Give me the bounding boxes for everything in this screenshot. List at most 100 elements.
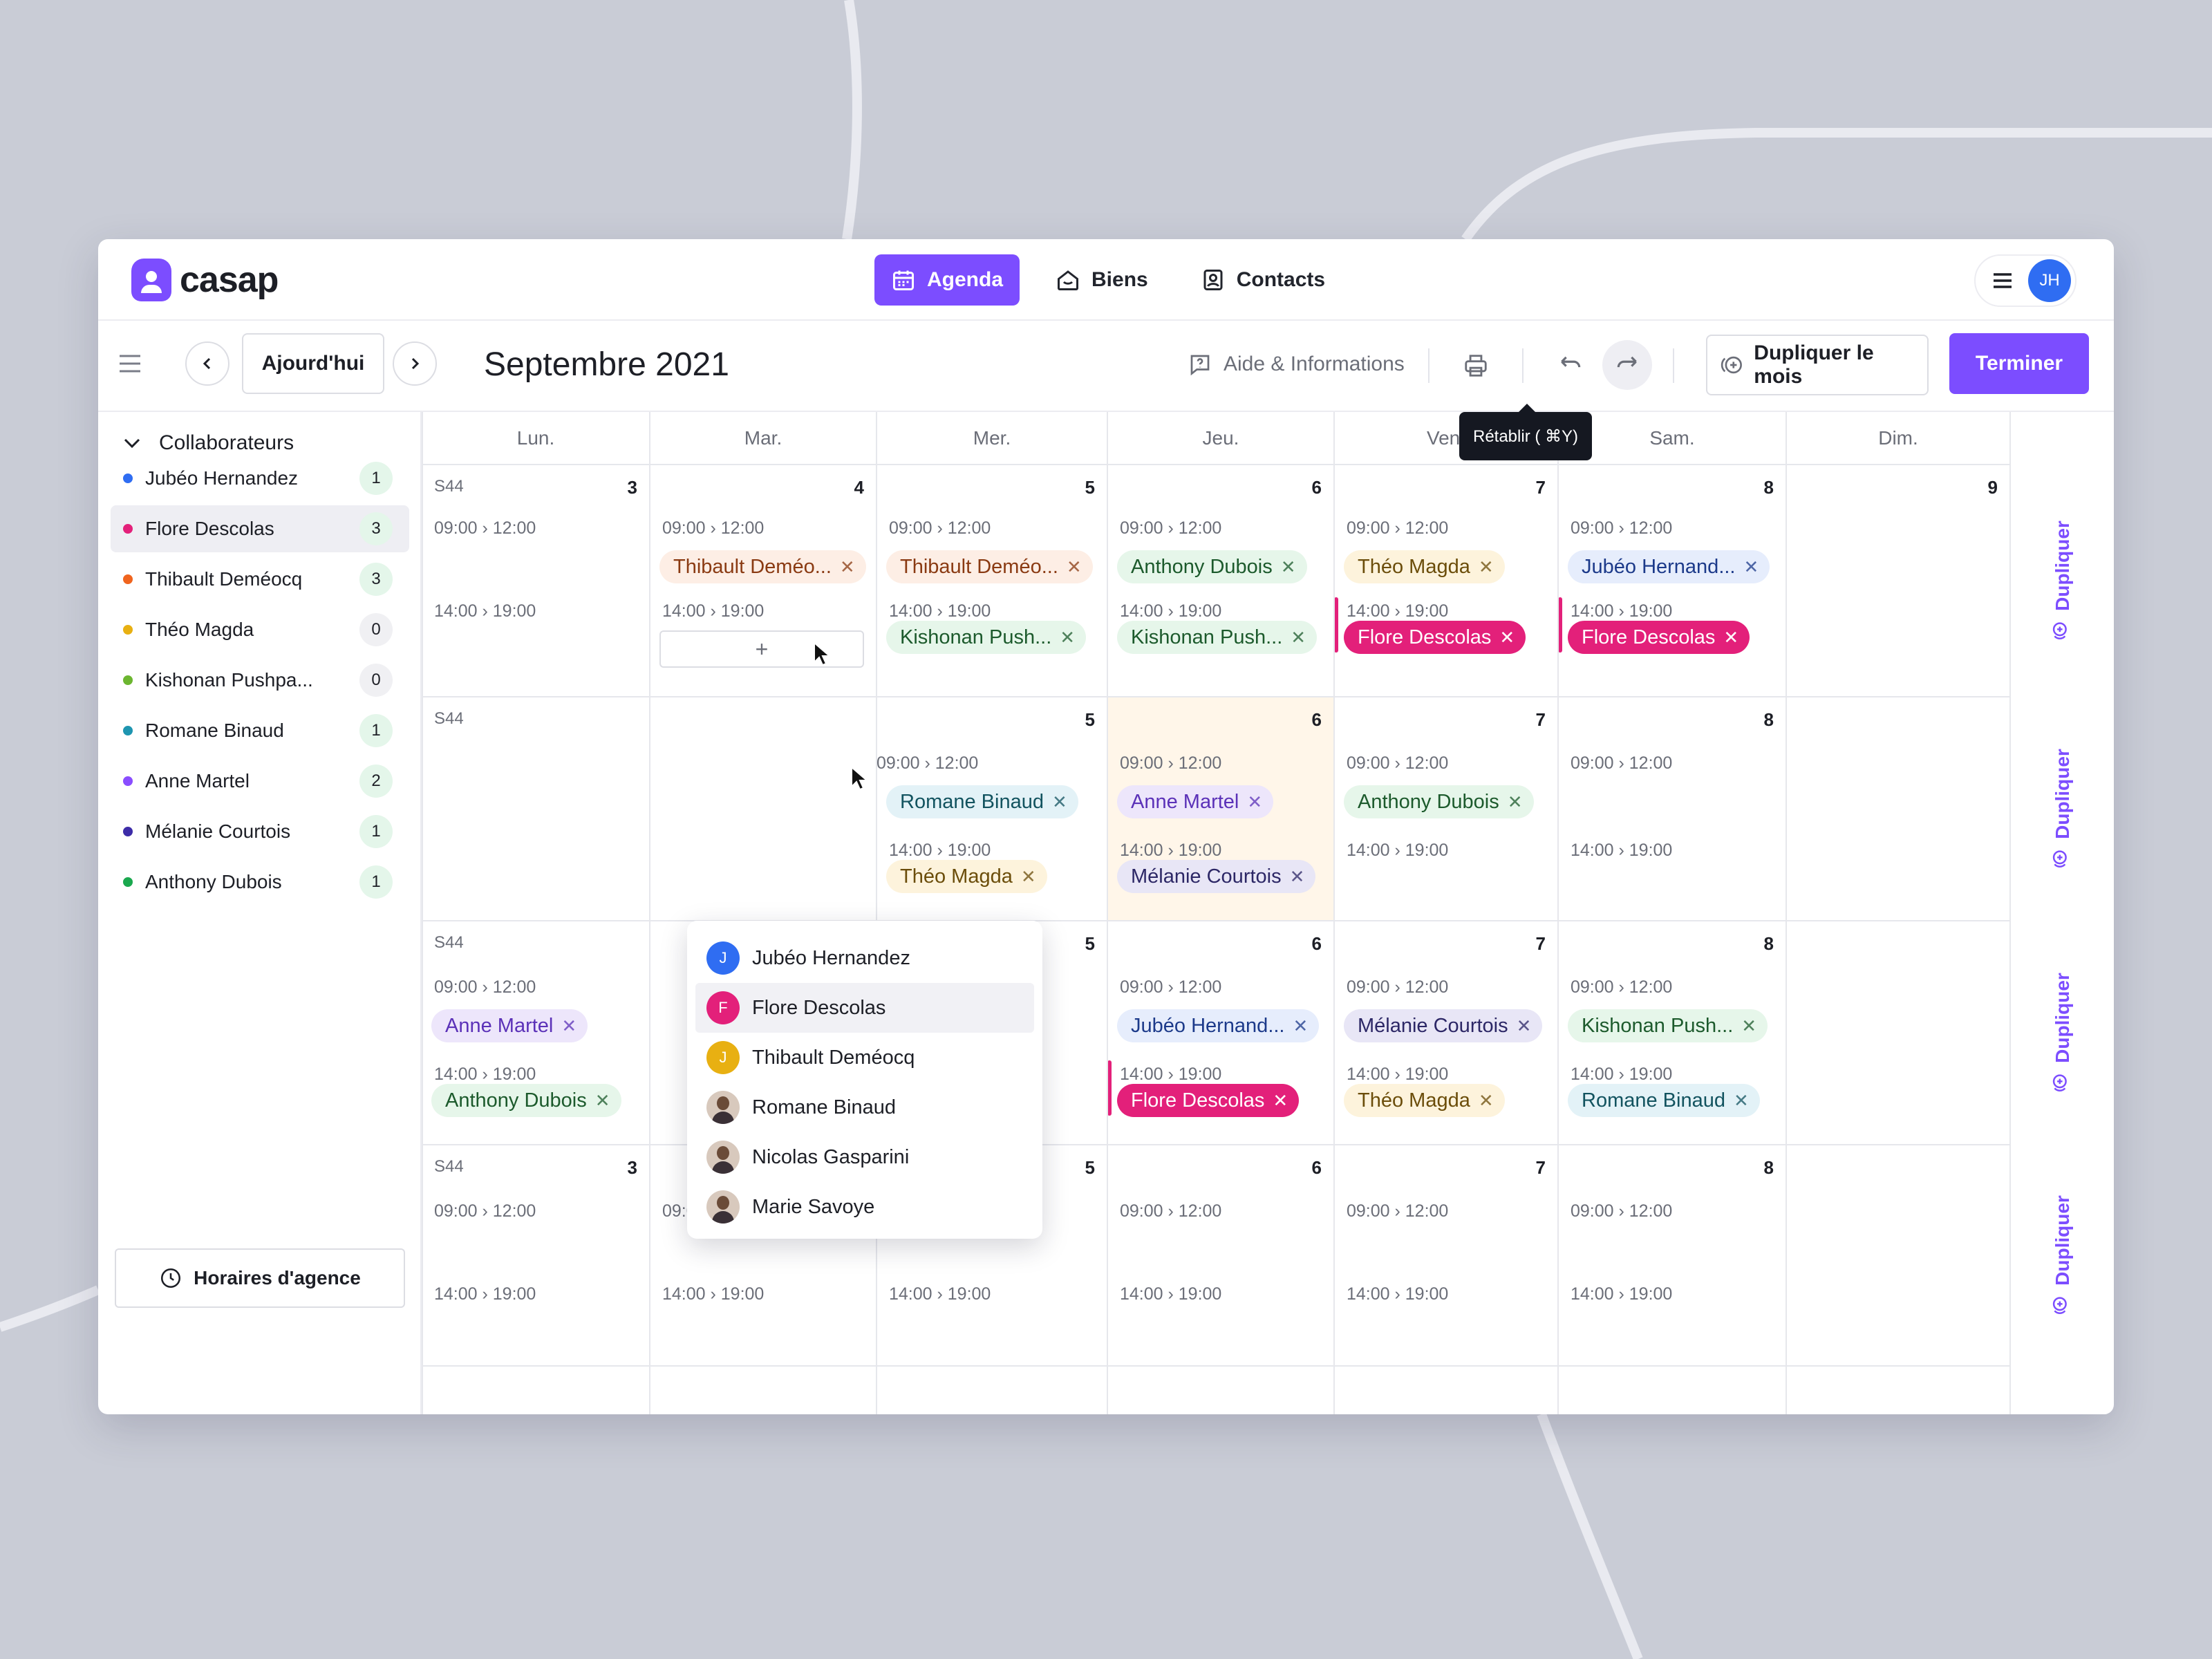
sidebar-collaborator[interactable]: Anne Martel 2 bbox=[111, 758, 409, 805]
day-cell[interactable] bbox=[650, 697, 877, 921]
assignment-chip[interactable]: Kishonan Push... ✕ bbox=[1568, 1009, 1768, 1042]
assignment-chip[interactable]: Romane Binaud ✕ bbox=[886, 785, 1078, 818]
day-cell[interactable]: 7 09:00 › 12:00 14:00 › 19:00 Anthony Duboi… bbox=[1334, 697, 1558, 921]
dropdown-option[interactable]: Nicolas Gasparini bbox=[695, 1132, 1034, 1182]
duplicate-week-button[interactable]: Dupliquer bbox=[2010, 697, 2114, 921]
duplicate-week-button[interactable]: Dupliquer bbox=[2010, 921, 2114, 1145]
finish-button[interactable]: Terminer bbox=[1949, 333, 2089, 394]
assignment-chip[interactable]: Romane Binaud ✕ bbox=[1568, 1084, 1760, 1117]
remove-icon[interactable]: ✕ bbox=[1060, 626, 1076, 648]
assignment-chip[interactable]: Anne Martel ✕ bbox=[1117, 785, 1274, 818]
next-month-button[interactable] bbox=[393, 341, 437, 386]
dropdown-option[interactable]: Romane Binaud bbox=[695, 1082, 1034, 1132]
remove-icon[interactable]: ✕ bbox=[1516, 1015, 1532, 1036]
day-cell[interactable]: 6 09:00 › 12:00 14:00 › 19:00 Anne Martel ✕ M… bbox=[1107, 697, 1334, 921]
remove-icon[interactable]: ✕ bbox=[1723, 626, 1739, 648]
hamburger-icon[interactable] bbox=[1992, 272, 2013, 289]
remove-icon[interactable]: ✕ bbox=[1293, 1015, 1309, 1036]
sidebar-collaborator[interactable]: Thibault Deméocq 3 bbox=[111, 556, 409, 603]
assignment-chip[interactable]: Flore Descolas ✕ bbox=[1568, 621, 1750, 654]
undo-button[interactable] bbox=[1551, 346, 1590, 384]
sidebar-toggle[interactable] bbox=[116, 350, 144, 377]
day-cell[interactable]: 9 bbox=[1786, 465, 2010, 697]
sidebar-collaborator[interactable]: Kishonan Pushpa... 0 bbox=[111, 657, 409, 704]
remove-icon[interactable]: ✕ bbox=[1020, 865, 1036, 887]
day-cell[interactable] bbox=[1786, 1145, 2010, 1366]
day-cell[interactable]: 7 09:00 › 12:00 14:00 › 19:00 bbox=[1334, 1145, 1558, 1366]
sidebar-collaborator[interactable]: Jubéo Hernandez 1 bbox=[111, 455, 409, 502]
dropdown-option[interactable]: J Thibault Deméocq bbox=[695, 1033, 1034, 1082]
remove-icon[interactable]: ✕ bbox=[1733, 1089, 1749, 1111]
remove-icon[interactable]: ✕ bbox=[1741, 1015, 1757, 1036]
dropdown-option[interactable]: Marie Savoye bbox=[695, 1182, 1034, 1232]
day-cell[interactable]: 7 09:00 › 12:00 14:00 › 19:00 Théo Magda ✕ Fl… bbox=[1334, 465, 1558, 697]
duplicate-week-button[interactable]: Dupliquer bbox=[2010, 1145, 2114, 1366]
nav-biens[interactable]: Biens bbox=[1039, 254, 1165, 306]
logo[interactable]: casap bbox=[131, 259, 279, 301]
remove-icon[interactable]: ✕ bbox=[1499, 626, 1515, 648]
remove-icon[interactable]: ✕ bbox=[1478, 1089, 1494, 1111]
assignment-chip[interactable]: Jubéo Hernand... ✕ bbox=[1568, 550, 1770, 583]
assignment-chip[interactable]: Théo Magda ✕ bbox=[1344, 1084, 1505, 1117]
avatar[interactable]: JH bbox=[2028, 259, 2071, 302]
nav-contacts[interactable]: Contacts bbox=[1184, 254, 1342, 306]
remove-icon[interactable]: ✕ bbox=[1289, 865, 1305, 887]
day-cell[interactable]: 5 bbox=[877, 921, 1107, 1145]
day-cell[interactable]: S44 3 09:00 › 12:00 14:00 › 19:00 bbox=[422, 1145, 650, 1366]
assignment-chip[interactable]: Kishonan Push... ✕ bbox=[1117, 621, 1318, 654]
assignment-chip[interactable]: Thibault Deméo... ✕ bbox=[659, 550, 866, 583]
sidebar-collaborator[interactable]: Mélanie Courtois 1 bbox=[111, 808, 409, 855]
sidebar-collaborator[interactable]: Théo Magda 0 bbox=[111, 606, 409, 653]
collaborators-header[interactable]: Collaborateurs bbox=[123, 431, 294, 455]
remove-icon[interactable]: ✕ bbox=[561, 1015, 577, 1036]
dropdown-option[interactable]: F Flore Descolas bbox=[695, 983, 1034, 1033]
help-link[interactable]: Aide & Informations bbox=[1188, 346, 1405, 383]
day-cell[interactable]: 8 09:00 › 12:00 14:00 › 19:00 bbox=[1558, 697, 1786, 921]
assignment-chip[interactable]: Mélanie Courtois ✕ bbox=[1344, 1009, 1543, 1042]
assignment-chip[interactable]: Anthony Dubois ✕ bbox=[1344, 785, 1534, 818]
day-cell[interactable]: 8 09:00 › 12:00 14:00 › 19:00 bbox=[1558, 1145, 1786, 1366]
day-cell[interactable]: 6 09:00 › 12:00 14:00 › 19:00 bbox=[1107, 1145, 1334, 1366]
assignment-chip[interactable]: Flore Descolas ✕ bbox=[1117, 1084, 1300, 1117]
user-menu[interactable]: JH bbox=[1974, 254, 2077, 307]
day-cell[interactable]: S44 3 09:00 › 12:00 14:00 › 19:00 bbox=[422, 465, 650, 697]
assignment-chip[interactable]: Anthony Dubois ✕ bbox=[1117, 550, 1307, 583]
day-cell[interactable]: 8 09:00 › 12:00 14:00 › 19:00 Jubéo Hernand… bbox=[1558, 465, 1786, 697]
assignment-chip[interactable]: Jubéo Hernand... ✕ bbox=[1117, 1009, 1320, 1042]
day-cell[interactable]: 8 09:00 › 12:00 14:00 › 19:00 Kishonan Push… bbox=[1558, 921, 1786, 1145]
assignment-chip[interactable]: Anthony Dubois ✕ bbox=[431, 1084, 621, 1117]
day-cell[interactable]: 7 09:00 › 12:00 14:00 › 19:00 Mélanie Court… bbox=[1334, 921, 1558, 1145]
remove-icon[interactable]: ✕ bbox=[1247, 791, 1263, 812]
remove-icon[interactable]: ✕ bbox=[1051, 791, 1067, 812]
prev-month-button[interactable] bbox=[185, 341, 229, 386]
assignment-chip[interactable]: Flore Descolas ✕ bbox=[1344, 621, 1526, 654]
remove-icon[interactable]: ✕ bbox=[594, 1089, 610, 1111]
today-button[interactable]: Ajourd'hui bbox=[242, 333, 384, 394]
duplicate-week-button[interactable]: Dupliquer bbox=[2010, 465, 2114, 697]
assignment-chip[interactable]: Anne Martel ✕ bbox=[431, 1009, 588, 1042]
day-cell[interactable]: 4 09:00 › 12:00 14:00 › 19:00 Thibault Demé… bbox=[650, 465, 877, 697]
remove-icon[interactable]: ✕ bbox=[1273, 1089, 1288, 1111]
assignment-chip[interactable]: Thibault Deméo... ✕ bbox=[886, 550, 1093, 583]
agency-hours-button[interactable]: Horaires d'agence bbox=[115, 1248, 405, 1308]
day-cell[interactable]: 6 09:00 › 12:00 14:00 › 19:00 Jubéo Hernand… bbox=[1107, 921, 1334, 1145]
remove-icon[interactable]: ✕ bbox=[839, 556, 855, 577]
sidebar-collaborator[interactable]: Flore Descolas 3 bbox=[111, 505, 409, 552]
sidebar-collaborator[interactable]: Romane Binaud 1 bbox=[111, 707, 409, 754]
day-cell[interactable]: 5 09:00 › 12:00 14:00 › 19:00 Thibault Demé… bbox=[877, 465, 1107, 697]
assignment-chip[interactable]: Théo Magda ✕ bbox=[886, 860, 1047, 893]
day-cell[interactable]: 5 09:00 › 12:00 14:00 › 19:00 Romane Binaud… bbox=[877, 697, 1107, 921]
print-button[interactable] bbox=[1459, 348, 1493, 383]
nav-agenda[interactable]: Agenda bbox=[874, 254, 1020, 306]
remove-icon[interactable]: ✕ bbox=[1478, 556, 1494, 577]
day-cell[interactable]: 6 09:00 › 12:00 14:00 › 19:00 Anthony Duboi… bbox=[1107, 465, 1334, 697]
day-cell[interactable]: S44 bbox=[422, 697, 650, 921]
dropdown-option[interactable]: J Jubéo Hernandez bbox=[695, 933, 1034, 983]
add-assignment-button[interactable]: + bbox=[659, 630, 864, 668]
remove-icon[interactable]: ✕ bbox=[1280, 556, 1296, 577]
remove-icon[interactable]: ✕ bbox=[1743, 556, 1759, 577]
day-cell[interactable] bbox=[1786, 697, 2010, 921]
assignment-chip[interactable]: Kishonan Push... ✕ bbox=[886, 621, 1087, 654]
day-cell[interactable] bbox=[1786, 921, 2010, 1145]
assignment-chip[interactable]: Mélanie Courtois ✕ bbox=[1117, 860, 1316, 893]
